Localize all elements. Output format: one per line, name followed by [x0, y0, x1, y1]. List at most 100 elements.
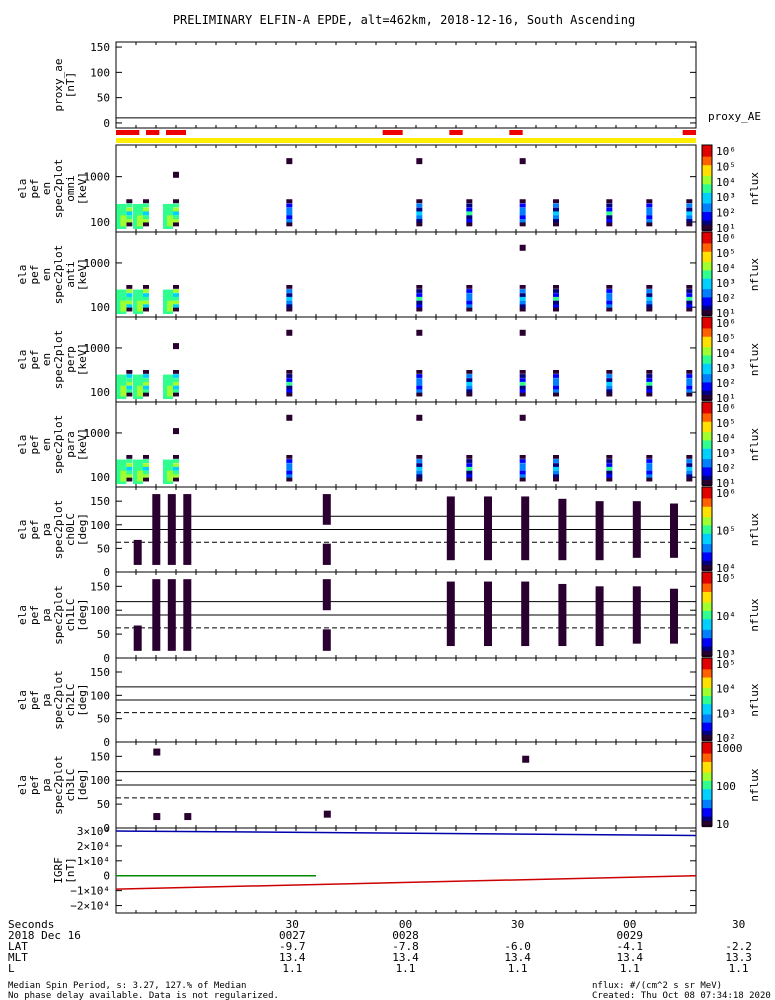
ch0-pa-block: [632, 501, 641, 558]
para-ylabel: para: [64, 431, 77, 458]
omni-ytick-label: 1000: [84, 171, 111, 184]
ch3-ylabel: spec2plot: [52, 755, 65, 815]
ch2-colorbar-cell: [702, 690, 712, 694]
ch3-colorbar-cell: [702, 821, 712, 826]
omni-pixel: [606, 211, 613, 216]
perp-colorbar-cell: [702, 381, 712, 385]
ch1-pa-block: [558, 583, 567, 647]
perp-pixel: [416, 369, 423, 374]
anti-pixel: [466, 296, 473, 301]
ch2-colorbar-cell: [702, 705, 712, 709]
anti-pixel: [173, 293, 179, 297]
perp-pixel: [553, 385, 559, 390]
ch1-colorbar-cell: [702, 649, 712, 653]
ae-ytick-label: 50: [97, 92, 110, 105]
ch0-pa-block: [670, 503, 678, 558]
para-colorbar-cell: [702, 410, 712, 414]
para-colorbar-cell: [702, 458, 712, 462]
omni-colorbar-cell: [702, 191, 712, 195]
ch2-colorbar-cell: [702, 680, 712, 684]
colorbar-para: 10⁶ 10⁵ 10⁴ 10³ 10² 10¹ nflux: [701, 401, 761, 490]
omni-high-pixel: [519, 158, 526, 165]
anti-colorbar-cell: [702, 246, 712, 250]
omni-colorbar-cell: [702, 166, 712, 170]
anti-colorbar-cell: [702, 304, 712, 308]
ch3-ylabel: pef: [28, 775, 41, 795]
para-colorbar-cell: [702, 470, 712, 474]
ch0-ylabel: ela: [16, 520, 29, 540]
para-pixel: [137, 470, 143, 482]
omni-pixel: [519, 211, 526, 216]
ch1-colorbar-cell: [702, 639, 712, 643]
para-colorbar-cell: [702, 437, 712, 441]
ch0-colorbar-cell: [702, 532, 712, 536]
anti-colorbar-cell: [702, 238, 712, 242]
ch0-colorbar-cell: [702, 505, 712, 509]
perp-colorbar-cell: [702, 356, 712, 360]
x-row-value: 0027: [279, 929, 306, 942]
ch1-colorbar-cell: [702, 637, 712, 641]
ch3-colorbar-tick: 1000: [716, 742, 743, 755]
ch2-colorbar-cell: [702, 727, 712, 731]
anti-pixel: [416, 289, 423, 293]
para-pixel: [143, 463, 149, 467]
omni-pixel: [646, 203, 653, 208]
para-pixel: [686, 459, 693, 463]
anti-colorbar-label: nflux: [748, 258, 761, 291]
para-pixel: [646, 454, 653, 459]
perp-high-pixel: [519, 329, 526, 336]
omni-colorbar-cell: [702, 187, 712, 191]
anti-colorbar-cell: [702, 308, 712, 312]
omni-colorbar-cell: [702, 151, 712, 155]
ch2-colorbar-cell: [702, 674, 712, 678]
perp-pixel: [126, 378, 133, 382]
perp-colorbar-cell: [702, 373, 712, 377]
perp-colorbar-cell: [702, 317, 712, 321]
panel-para: ela pef en spec2plot para [keV]1000 100: [16, 401, 697, 488]
ch1-colorbar-cell: [702, 593, 712, 597]
omni-pixel: [646, 207, 653, 212]
ch0-ytick-label: 150: [90, 495, 110, 508]
omni-colorbar-cell: [702, 147, 712, 151]
perp-pixel: [646, 392, 653, 397]
anti-pixel: [173, 300, 179, 305]
ch2-ytick-label: 150: [90, 666, 110, 679]
ch0-colorbar-cell: [702, 547, 712, 551]
ch1-colorbar-cell: [702, 603, 712, 607]
perp-pixel: [519, 385, 526, 390]
para-colorbar-cell: [702, 435, 712, 439]
anti-pixel: [143, 284, 149, 289]
ch1-ytick-label: 50: [97, 628, 110, 641]
anti-pixel: [416, 293, 423, 297]
ch1-colorbar-tick: 10⁵: [716, 572, 736, 585]
ch2-colorbar-cell: [702, 666, 712, 670]
anti-pixel: [686, 307, 693, 312]
ch0-colorbar-cell: [702, 499, 712, 503]
anti-colorbar-cell: [702, 279, 712, 283]
x-row-value: -2.2: [725, 940, 752, 953]
igrf-ylabel: IGRF: [52, 857, 65, 884]
colorbar-ch0: 10⁶ 10⁵ 10⁴ nflux: [701, 486, 761, 575]
para-pixel: [286, 454, 293, 459]
ch2-colorbar-cell: [702, 684, 712, 688]
anti-pixel: [126, 304, 133, 309]
anti-pixel: [686, 284, 693, 289]
omni-colorbar-tick: 10⁵: [716, 160, 736, 173]
para-colorbar-cell: [702, 453, 712, 458]
anti-pixel: [173, 307, 179, 312]
perp-high-pixel: [173, 343, 179, 350]
para-colorbar-cell: [702, 462, 712, 466]
para-pixel: [120, 470, 127, 482]
ch1-colorbar-cell: [702, 609, 712, 613]
perp-pixel: [173, 374, 179, 378]
anti-colorbar-cell: [702, 310, 712, 315]
omni-colorbar-cell: [702, 162, 712, 166]
ch1-pa-block: [183, 579, 192, 651]
para-pixel: [416, 470, 423, 475]
anti-colorbar-cell: [702, 252, 712, 256]
omni-pixel: [126, 222, 133, 227]
anti-pixel: [686, 300, 693, 305]
ch0-pa-block: [595, 501, 604, 561]
ch0-colorbar-cell: [702, 489, 712, 493]
para-pixel: [519, 463, 526, 467]
